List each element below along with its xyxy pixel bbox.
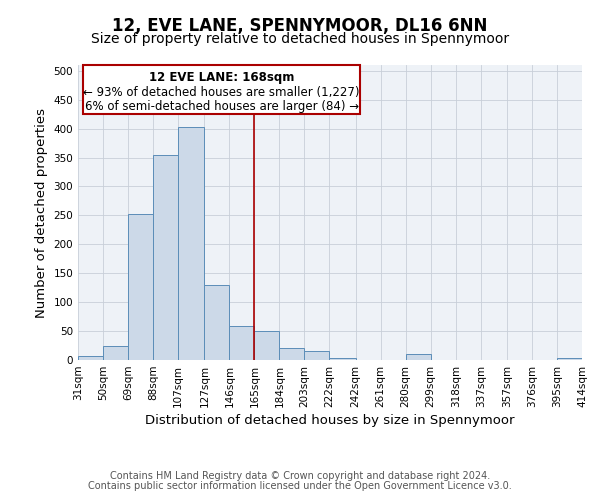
Bar [254,331,280,360]
Bar [178,128,205,360]
Bar [557,358,582,360]
Text: Contains HM Land Registry data © Crown copyright and database right 2024.: Contains HM Land Registry data © Crown c… [110,471,490,481]
Bar [329,358,356,360]
Text: 12, EVE LANE, SPENNYMOOR, DL16 6NN: 12, EVE LANE, SPENNYMOOR, DL16 6NN [112,18,488,36]
FancyBboxPatch shape [83,65,360,114]
Text: ← 93% of detached houses are smaller (1,227): ← 93% of detached houses are smaller (1,… [83,86,360,99]
Bar [406,354,431,360]
Bar [103,346,128,360]
Text: 6% of semi-detached houses are larger (84) →: 6% of semi-detached houses are larger (8… [85,100,359,113]
Bar [78,356,103,360]
Bar [205,285,229,360]
Bar [280,348,304,360]
Y-axis label: Number of detached properties: Number of detached properties [35,108,48,318]
Bar [128,214,153,360]
Text: Size of property relative to detached houses in Spennymoor: Size of property relative to detached ho… [91,32,509,46]
Bar [304,350,329,360]
Bar [229,326,254,360]
Text: 12 EVE LANE: 168sqm: 12 EVE LANE: 168sqm [149,72,295,85]
Bar [153,154,178,360]
X-axis label: Distribution of detached houses by size in Spennymoor: Distribution of detached houses by size … [145,414,515,427]
Text: Contains public sector information licensed under the Open Government Licence v3: Contains public sector information licen… [88,481,512,491]
